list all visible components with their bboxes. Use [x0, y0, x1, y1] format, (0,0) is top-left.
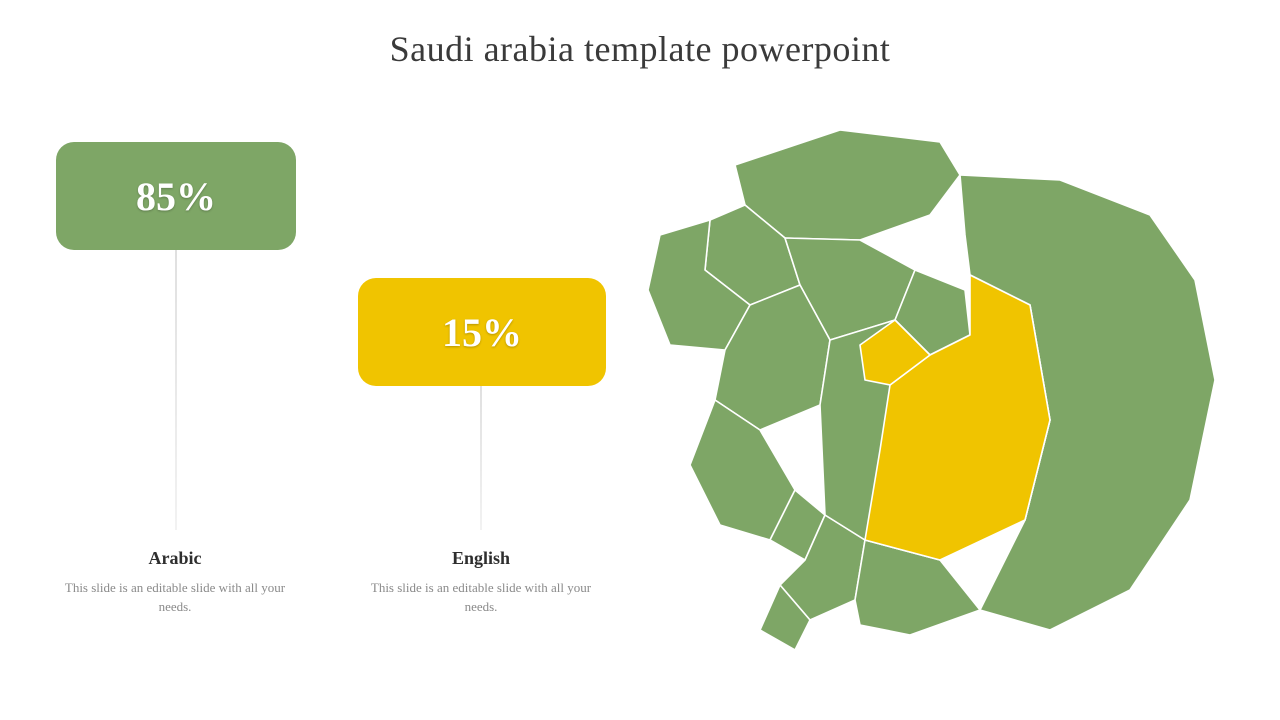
map-svg	[630, 120, 1230, 680]
stat-box-english: 15%	[358, 278, 606, 386]
connector-arabic	[175, 250, 177, 530]
stat-value-arabic: 85%	[136, 173, 216, 220]
label-title-arabic: Arabic	[60, 548, 290, 569]
label-block-english: English This slide is an editable slide …	[366, 548, 596, 617]
connector-english	[480, 386, 482, 530]
slide-canvas: Saudi arabia template powerpoint 85% Ara…	[0, 0, 1280, 720]
stat-box-arabic: 85%	[56, 142, 296, 250]
label-desc-english: This slide is an editable slide with all…	[366, 579, 596, 617]
stat-value-english: 15%	[442, 309, 522, 356]
label-block-arabic: Arabic This slide is an editable slide w…	[60, 548, 290, 617]
saudi-arabia-map	[630, 120, 1230, 680]
label-desc-arabic: This slide is an editable slide with all…	[60, 579, 290, 617]
slide-title: Saudi arabia template powerpoint	[0, 28, 1280, 70]
label-title-english: English	[366, 548, 596, 569]
